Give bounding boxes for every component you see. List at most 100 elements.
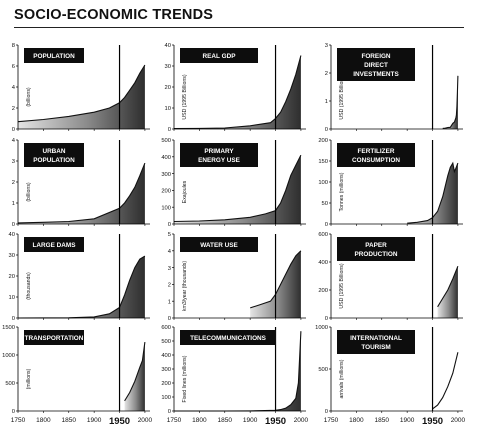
water-use-y-label: km3/year (thousands) [182,261,188,311]
fertilizer-consumption-title: FERTILIZER [358,148,395,155]
population-y-tick-label: 2 [12,106,15,112]
transportation-y-tick-label: 1500 [2,325,15,331]
primary-energy-use-y-tick-label: 100 [161,205,171,211]
fertilizer-consumption-series-line [407,161,459,224]
telecommunications-title-box [180,330,276,345]
urban-population-y-tick-label: 0 [12,222,15,228]
population-y-tick-label: 0 [12,127,15,133]
water-use-y-tick-label: 2 [168,283,171,289]
real-gdp-title-box [180,48,258,63]
telecommunications-y-tick-label: 600 [161,325,171,331]
water-use-title-box [180,237,258,252]
water-use-y-tick-label: 3 [168,266,171,272]
international-tourism-y-label: arrivals (millions) [339,359,345,398]
population-area [18,65,145,129]
foreign-direct-investments-y-tick-label: 1 [325,99,328,105]
x-tick-label-2000: 2000 [294,417,309,424]
x-tick-label-1850: 1850 [218,417,233,424]
telecommunications-y-tick-label: 100 [161,395,171,401]
urban-population-series-line [17,162,146,224]
foreign-direct-investments-y-tick-label: 0 [325,127,328,133]
urban-population-y-tick-label: 4 [12,138,16,144]
transportation-y-tick-label: 1000 [2,353,15,359]
primary-energy-use-y-tick-label: 300 [161,172,171,178]
foreign-direct-investments-y-label: USD (1995 Billions) [339,74,345,120]
telecommunications-y-tick-label: 0 [168,409,171,415]
paper-production-y-tick-label: 600 [318,232,328,238]
paper-production-y-label: USD (1995 Billions) [339,263,345,309]
real-gdp-y-tick-label: 20 [165,85,171,91]
large-dams-y-label: (thousands) [26,272,32,300]
population-y-label: (billions) [26,87,32,107]
urban-population-y-tick-label: 3 [12,159,15,165]
urban-population-title: POPULATION [33,157,75,164]
real-gdp-area [174,55,301,129]
x-tick-label-1950: 1950 [422,416,443,427]
fertilizer-consumption-y-tick-label: 100 [318,180,328,186]
water-use-y-tick-label: 5 [168,232,171,238]
x-tick-label-2000: 2000 [451,417,466,424]
primary-energy-use-y-tick-label: 500 [161,138,171,144]
population-y-tick-label: 8 [12,43,15,49]
urban-population-title: URBAN [42,148,65,155]
real-gdp-y-tick-label: 0 [168,127,171,133]
population-y-tick-label: 4 [12,85,16,91]
transportation-series-line [124,342,146,402]
population-title: POPULATION [33,53,75,60]
large-dams-y-tick-label: 40 [9,232,15,238]
paper-production-y-tick-label: 0 [325,316,328,322]
x-tick-label-1950: 1950 [265,416,286,427]
urban-population-title-box [24,143,84,167]
x-tick-label-1750: 1750 [11,417,26,424]
international-tourism-y-tick-label: 1000 [315,325,328,331]
fertilizer-consumption-area [407,163,458,224]
paper-production-title-box [337,237,415,261]
paper-production-series-line [437,265,459,308]
paper-production-title: PRODUCTION [355,251,398,258]
urban-population-y-tick-label: 2 [12,180,15,186]
international-tourism-title-box [337,330,415,354]
foreign-direct-investments-y-tick-label: 3 [325,43,328,49]
foreign-direct-investments-y-tick-label: 2 [325,71,328,77]
telecommunications-title: TELECOMMUNICATIONS [190,335,267,342]
x-tick-label-1900: 1900 [400,417,415,424]
water-use-series-line [250,250,302,309]
fertilizer-consumption-y-label: Tonnes (millions) [339,172,345,211]
water-use-area [250,250,301,318]
transportation-y-label: (millions) [26,368,32,389]
foreign-direct-investments-title: INVESTMENTS [353,71,399,78]
transportation-y-tick-label: 500 [5,381,15,387]
x-tick-label-1900: 1900 [243,417,258,424]
primary-energy-use-title-box [180,143,258,167]
primary-energy-use-y-tick-label: 0 [168,222,171,228]
foreign-direct-investments-title-box [337,48,415,81]
population-title-box [24,48,84,63]
foreign-direct-investments-series-line [442,75,459,129]
urban-population-area [18,163,145,224]
foreign-direct-investments-title: DIRECT [364,62,388,69]
fertilizer-consumption-y-tick-label: 200 [318,138,328,144]
paper-production-title: PAPER [365,242,387,249]
large-dams-y-tick-label: 0 [12,316,15,322]
transportation-title-box [24,330,84,345]
telecommunications-y-tick-label: 300 [161,367,171,373]
page-title: SOCIO-ECONOMIC TRENDS [14,7,214,23]
large-dams-area [18,256,145,318]
transportation-y-tick-label: 0 [12,409,15,415]
primary-energy-use-title: PRIMARY [204,148,234,155]
primary-energy-use-area [174,155,301,224]
real-gdp-y-label: USD (1995 Billions) [182,74,188,120]
x-tick-label-1800: 1800 [192,417,207,424]
water-use-y-tick-label: 1 [168,299,171,305]
fertilizer-consumption-y-tick-label: 0 [325,222,328,228]
water-use-y-tick-label: 4 [168,249,172,255]
real-gdp-y-tick-label: 10 [165,106,171,112]
large-dams-y-tick-label: 30 [9,253,15,259]
foreign-direct-investments-title: FOREIGN [361,53,390,60]
water-use-y-tick-label: 0 [168,316,171,322]
transportation-area [124,342,145,411]
urban-population-y-label: (billions) [26,182,32,202]
large-dams-series-line [17,255,146,319]
large-dams-y-tick-label: 10 [9,295,15,301]
x-tick-label-1850: 1850 [375,417,390,424]
